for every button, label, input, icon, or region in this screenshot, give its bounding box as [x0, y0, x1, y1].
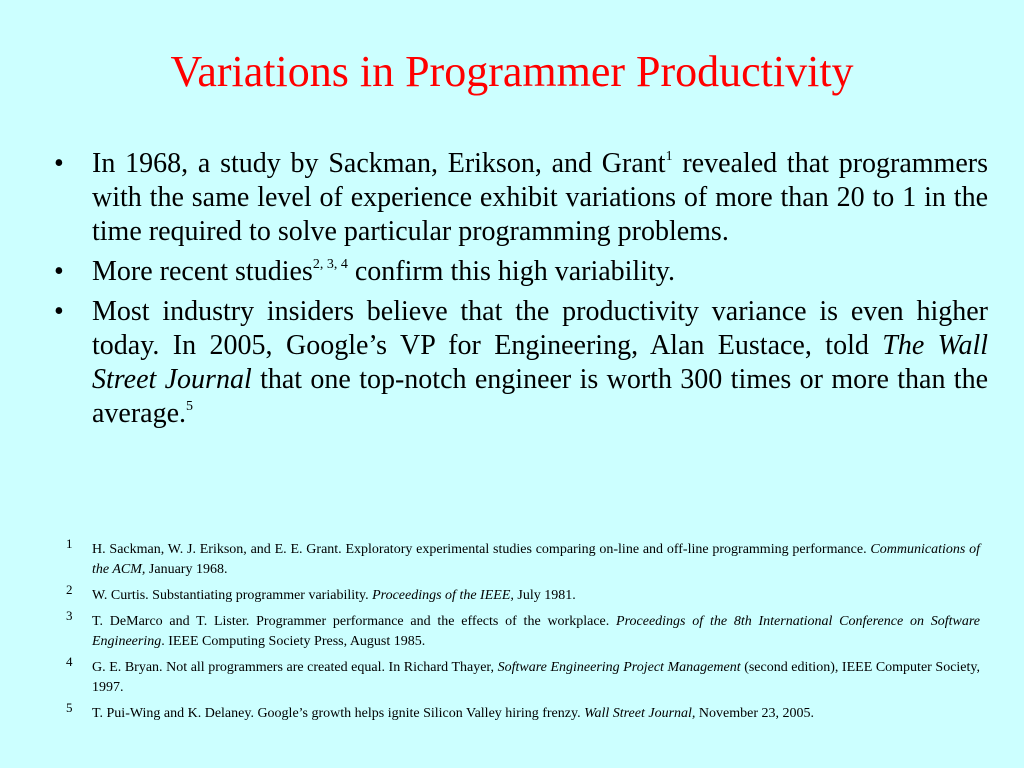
bullet-3-footnote-ref: 5: [186, 399, 194, 414]
bullet-item-1: • In 1968, a study by Sackman, Erikson, …: [54, 147, 988, 249]
reference-text-b: July 1981.: [513, 588, 576, 603]
reference-4: 4 G. E. Bryan. Not all programmers are c…: [66, 654, 980, 698]
reference-text-a: T. Pui-Wing and K. Delaney. Google’s gro…: [92, 706, 585, 721]
bullet-3-text-a: Most industry insiders believe that the …: [92, 296, 988, 361]
reference-text-a: W. Curtis. Substantiating programmer var…: [92, 588, 373, 603]
bullet-item-3: • Most industry insiders believe that th…: [54, 295, 988, 431]
bullet-1-text-b: revealed that programmers with the same …: [92, 148, 988, 247]
bullet-marker: •: [54, 148, 64, 179]
reference-3: 3 T. DeMarco and T. Lister. Programmer p…: [66, 608, 980, 652]
bullet-3-journal-title: The Wall Street Journal: [92, 330, 988, 395]
bullet-2-text-b: confirm this high variability.: [347, 256, 675, 287]
bullet-list: • In 1968, a study by Sackman, Erikson, …: [54, 147, 988, 437]
reference-number: 3: [66, 608, 73, 623]
bullet-1-footnote-ref: 1: [665, 149, 673, 164]
reference-venue: Proceedings of the IEEE,: [372, 588, 514, 603]
slide-title: Variations in Programmer Productivity: [170, 47, 854, 96]
reference-text-a: H. Sackman, W. J. Erikson, and E. E. Gra…: [92, 542, 871, 557]
reference-text-a: T. DeMarco and T. Lister. Programmer per…: [92, 614, 617, 629]
reference-venue: Communications of the ACM,: [92, 542, 980, 577]
bullet-2-text-a: More recent studies: [92, 256, 313, 287]
reference-text-b: November 23, 2005.: [695, 706, 815, 721]
bullet-1-text-a: In 1968, a study by Sackman, Erikson, an…: [92, 148, 666, 179]
reference-5: 5 T. Pui-Wing and K. Delaney. Google’s g…: [66, 700, 980, 724]
reference-venue: Proceedings of the 8th International Con…: [92, 614, 980, 649]
reference-number: 2: [66, 582, 73, 597]
reference-1: 1 H. Sackman, W. J. Erikson, and E. E. G…: [66, 536, 980, 580]
references-list: 1 H. Sackman, W. J. Erikson, and E. E. G…: [66, 536, 980, 730]
reference-text-b: . IEEE Computing Society Press, August 1…: [161, 634, 426, 649]
reference-text-a: G. E. Bryan. Not all programmers are cre…: [92, 660, 498, 675]
reference-number: 5: [66, 700, 73, 715]
bullet-2-footnote-ref: 2, 3, 4: [312, 257, 348, 272]
reference-2: 2 W. Curtis. Substantiating programmer v…: [66, 582, 980, 606]
reference-venue: Software Engineering Project Management: [497, 660, 741, 675]
bullet-marker: •: [54, 256, 64, 287]
bullet-item-2: • More recent studies2, 3, 4 confirm thi…: [54, 255, 988, 289]
bullet-3-text-b: that one top-notch engineer is worth 300…: [92, 364, 989, 429]
reference-venue: Wall Street Journal,: [584, 706, 696, 721]
reference-number: 1: [66, 536, 73, 551]
reference-text-b: (second edition), IEEE Computer Society,…: [92, 660, 980, 695]
bullet-marker: •: [54, 296, 64, 327]
reference-text-b: January 1968.: [145, 562, 228, 577]
reference-number: 4: [66, 654, 73, 669]
